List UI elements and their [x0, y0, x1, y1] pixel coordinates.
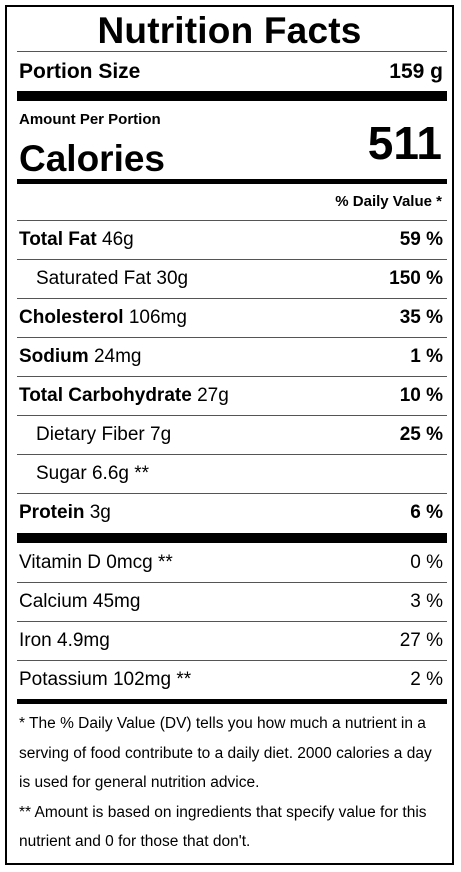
- vitamin-name: Iron 4.9mg: [19, 630, 110, 651]
- portion-size-row: Portion Size 159 g: [19, 55, 443, 89]
- nutrient-row-total-carbohydrate: Total Carbohydrate 27g 10 %: [19, 377, 443, 415]
- vitamin-daily-value: 27 %: [399, 630, 443, 651]
- divider: [17, 621, 447, 622]
- divider: [17, 415, 447, 416]
- nutrient-daily-value: 59 %: [399, 229, 443, 250]
- footnote-amount-basis: ** Amount is based on ingredients that s…: [19, 803, 427, 851]
- footnotes: * The % Daily Value (DV) tells you how m…: [19, 709, 447, 857]
- nutrient-row-sodium: Sodium 24mg 1 %: [19, 338, 443, 376]
- divider: [17, 660, 447, 661]
- nutrient-name: Total Fat 46g: [19, 229, 134, 250]
- nutrient-name: Total Carbohydrate 27g: [19, 385, 229, 406]
- vitamin-daily-value: 2 %: [410, 669, 443, 690]
- nutrient-row-dietary-fiber: Dietary Fiber 7g 25 %: [19, 416, 443, 454]
- nutrient-name: Sodium 24mg: [19, 346, 142, 367]
- nutrient-row-saturated-fat: Saturated Fat 30g 150 %: [19, 260, 443, 298]
- nutrient-row-total-fat: Total Fat 46g 59 %: [19, 221, 443, 259]
- nutrient-row-cholesterol: Cholesterol 106mg 35 %: [19, 299, 443, 337]
- divider: [17, 337, 447, 338]
- vitamin-daily-value: 0 %: [410, 552, 443, 573]
- divider: [17, 454, 447, 455]
- vitamin-name: Calcium 45mg: [19, 591, 141, 612]
- vitamin-daily-value: 3 %: [410, 591, 443, 612]
- calories-value: 511: [367, 117, 442, 169]
- label-title: Nutrition Facts: [97, 10, 362, 51]
- nutrient-name: Saturated Fat 30g: [36, 268, 189, 289]
- vitamin-row-potassium: Potassium 102mg ** 2 %: [19, 661, 443, 699]
- portion-size-label: Portion Size: [19, 60, 141, 83]
- nutrient-name: Protein 3g: [19, 502, 111, 523]
- amount-per-portion-label: Amount Per Portion: [19, 111, 161, 128]
- divider: [17, 582, 447, 583]
- nutrient-daily-value: 150 %: [389, 268, 443, 289]
- divider: [17, 51, 447, 52]
- divider: [17, 376, 447, 377]
- divider: [17, 220, 447, 221]
- vitamin-name: Vitamin D 0mcg **: [19, 552, 173, 573]
- divider: [17, 493, 447, 494]
- vitamin-row-iron: Iron 4.9mg 27 %: [19, 622, 443, 660]
- nutrient-daily-value: 6 %: [410, 502, 443, 523]
- nutrient-row-protein: Protein 3g 6 %: [19, 494, 443, 532]
- vitamin-row-vitamin-d: Vitamin D 0mcg ** 0 %: [19, 544, 443, 582]
- nutrition-facts-label: Nutrition Facts Portion Size 159 g Amoun…: [5, 5, 454, 865]
- nutrient-daily-value: 1 %: [410, 346, 443, 367]
- vitamin-row-calcium: Calcium 45mg 3 %: [19, 583, 443, 621]
- divider: [17, 298, 447, 299]
- thick-divider: [17, 533, 447, 543]
- vitamin-name: Potassium 102mg **: [19, 669, 192, 690]
- nutrient-name: Cholesterol 106mg: [19, 307, 187, 328]
- thick-divider: [17, 91, 447, 101]
- nutrient-daily-value: 25 %: [399, 424, 443, 445]
- nutrient-daily-value: 35 %: [399, 307, 443, 328]
- nutrient-daily-value: 10 %: [399, 385, 443, 406]
- medium-divider: [17, 179, 447, 184]
- nutrient-name: Dietary Fiber 7g: [36, 424, 172, 445]
- divider: [17, 259, 447, 260]
- footnote-daily-value: * The % Daily Value (DV) tells you how m…: [19, 715, 432, 792]
- nutrient-name: Sugar 6.6g **: [36, 463, 150, 484]
- medium-divider: [17, 699, 447, 704]
- daily-value-header: % Daily Value *: [335, 193, 442, 210]
- nutrient-row-sugar: Sugar 6.6g **: [19, 455, 443, 493]
- portion-size-value: 159 g: [389, 60, 443, 83]
- calories-label: Calories: [19, 138, 166, 179]
